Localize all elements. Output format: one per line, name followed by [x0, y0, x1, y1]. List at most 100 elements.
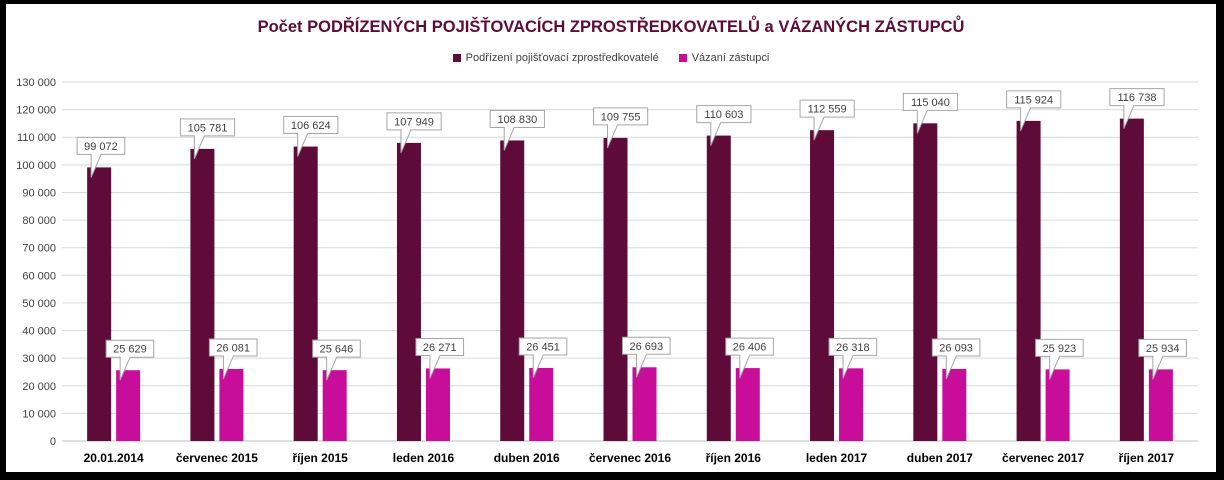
data-label-callout: [179, 118, 236, 160]
data-label-series-1: 112 559: [808, 104, 847, 116]
bar-series-2: [116, 370, 141, 441]
y-tick-label: 70 000: [22, 243, 56, 255]
y-tick-label: 30 000: [22, 353, 56, 365]
x-tick-label: leden 2016: [393, 451, 455, 465]
legend-item-series-1: Podřízení pojišťovací zprostředkovatelé: [452, 52, 659, 64]
data-label-series-1: 108 830: [497, 114, 537, 126]
data-label-callout: [105, 339, 155, 381]
x-tick-label: říjen 2016: [706, 451, 762, 465]
y-tick-label: 50 000: [22, 298, 56, 310]
bar-series-1: [1119, 118, 1144, 441]
bar-series-2: [529, 367, 554, 441]
data-label-callout: [622, 336, 671, 378]
y-tick-label: 0: [50, 436, 56, 448]
data-label-series-2: 26 451: [526, 341, 560, 353]
data-label-series-2: 26 093: [939, 342, 973, 354]
data-label-series-2: 26 081: [216, 342, 250, 354]
data-label-series-2: 25 646: [320, 344, 354, 356]
data-label-callout: [415, 337, 465, 379]
legend-label-series-1: Podřízení pojišťovací zprostředkovatelé: [465, 52, 659, 64]
bar-series-2: [425, 368, 450, 441]
plot-area: 0 10 000 20 000 30 000 40 000 50 000 60 000 70 …: [16, 77, 1198, 465]
chart-frame: Počet PODŘÍZENÝCH POJIŠŤOVACÍCH ZPROSTŘE…: [6, 4, 1216, 472]
bar-series-2: [219, 368, 244, 441]
bar-series-1: [603, 137, 628, 441]
data-label-callout: [1109, 88, 1165, 129]
y-tick-label: 100 000: [16, 160, 56, 172]
bar-series-2: [1045, 369, 1070, 441]
data-label-series-1: 106 624: [291, 120, 331, 132]
data-label-series-1: 115 924: [1014, 94, 1053, 106]
data-label-callout: [76, 136, 126, 178]
data-label-callout: [931, 338, 981, 380]
data-label-callout: [593, 107, 649, 149]
bar-series-2: [1148, 369, 1173, 441]
y-tick-label: 60 000: [22, 270, 56, 282]
data-label-callout: [1035, 338, 1084, 380]
data-label-series-2: 26 693: [629, 341, 663, 353]
chart-title: Počet PODŘÍZENÝCH POJIŠŤOVACÍCH ZPROSTŘE…: [257, 18, 965, 36]
data-label-callout: [283, 116, 339, 157]
bar-series-1: [810, 130, 835, 441]
y-tick-label: 80 000: [22, 215, 56, 227]
x-tick-label: duben 2017: [907, 451, 973, 465]
data-label-callout: [1138, 338, 1187, 380]
bar-series-1: [913, 123, 938, 441]
y-tick-label: 20 000: [22, 381, 56, 393]
data-label-series-1: 99 072: [84, 141, 118, 153]
bar-series-2: [735, 368, 760, 441]
data-label-callout: [799, 99, 855, 141]
data-label-callout: [518, 337, 568, 379]
data-label-series-2: 25 629: [113, 344, 147, 356]
bar-series-1: [190, 148, 215, 441]
data-label-series-1: 110 603: [704, 109, 743, 121]
bar-series-2: [322, 370, 347, 441]
bar-series-1: [500, 140, 525, 441]
bar-series-1: [293, 146, 318, 442]
x-tick-label: červenec 2016: [589, 451, 671, 465]
data-label-callout: [828, 337, 878, 379]
legend-label-series-2: Vázaní zástupci: [691, 52, 770, 64]
x-tick-label: 20.01.2014: [84, 451, 144, 465]
data-label-callout: [696, 105, 752, 146]
x-tick-label: červenec 2017: [1002, 451, 1084, 465]
y-tick-label: 110 000: [17, 132, 56, 144]
data-label-series-1: 115 040: [911, 97, 950, 109]
x-tick-label: říjen 2015: [292, 451, 348, 465]
data-label-series-2: 26 271: [423, 342, 457, 354]
data-label-series-1: 107 949: [394, 116, 434, 128]
data-label-series-2: 25 923: [1043, 343, 1077, 355]
x-tick-label: červenec 2015: [176, 451, 258, 465]
data-label-callout: [489, 109, 545, 151]
data-label-callout: [725, 337, 774, 379]
y-tick-label: 10 000: [22, 408, 56, 420]
x-tick-label: leden 2017: [806, 451, 868, 465]
legend-swatch-series-1: [452, 54, 461, 62]
data-label-series-1: 116 738: [1117, 92, 1156, 104]
legend-swatch-series-2: [678, 54, 687, 62]
data-label-series-2: 26 318: [836, 342, 870, 354]
bar-series-1: [87, 167, 112, 441]
bar-series-2: [942, 368, 967, 441]
y-tick-label: 90 000: [22, 187, 56, 199]
bar-series-1: [1016, 120, 1041, 442]
data-label-callout: [386, 112, 442, 154]
bar-series-1: [706, 135, 731, 442]
data-label-series-2: 25 934: [1146, 343, 1180, 355]
data-label-callout: [208, 338, 258, 380]
data-label-callout: [902, 92, 959, 134]
bar-series-1: [396, 142, 421, 441]
data-label-callout: [312, 339, 361, 381]
x-tick-label: duben 2016: [494, 451, 560, 465]
x-tick-label: říjen 2017: [1119, 451, 1175, 465]
data-label-series-1: 105 781: [188, 122, 228, 134]
bar-series-2: [632, 367, 657, 441]
y-tick-label: 120 000: [16, 105, 56, 117]
legend-item-series-2: Vázaní zástupci: [678, 52, 770, 64]
y-tick-label: 40 000: [22, 326, 56, 338]
data-label-callout: [1006, 90, 1062, 132]
legend: Podřízení pojišťovací zprostředkovatelé …: [6, 52, 1216, 64]
data-label-series-2: 26 406: [733, 342, 767, 354]
data-label-series-1: 109 755: [601, 111, 641, 123]
bar-series-2: [839, 368, 864, 441]
